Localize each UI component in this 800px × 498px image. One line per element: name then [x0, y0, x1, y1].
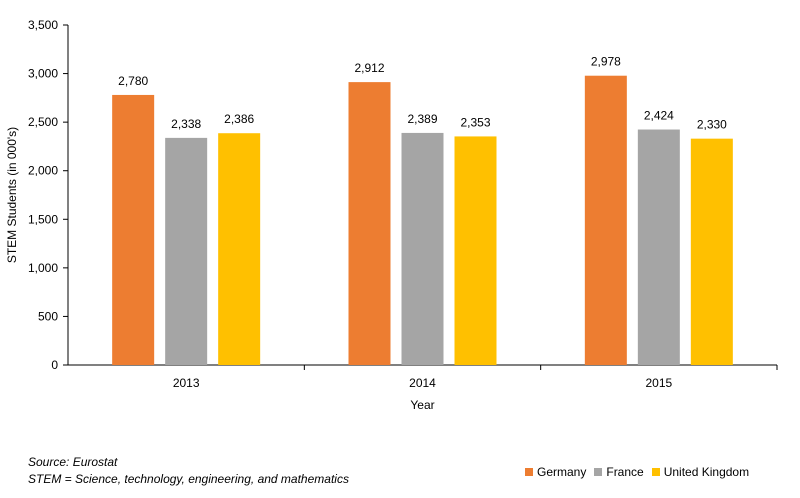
bar-germany-2015	[584, 75, 627, 366]
data-label: 2,389	[407, 112, 437, 126]
chart-data-labels: 2,780 2,338 2,386 2,912 2,389 2,353 2,978 2,424…	[118, 55, 727, 132]
bar-united-kingdom-2013	[218, 133, 261, 365]
x-tick-label: 2015	[645, 376, 672, 390]
bar-chart: 0 500 1,000 1,500 2,000 2,500 3,000 3,500 2013 20…	[5, 18, 778, 412]
bar-germany-2013	[112, 94, 155, 365]
data-label: 2,330	[697, 118, 727, 132]
y-tick-label: 1,500	[28, 212, 58, 226]
y-tick-label: 1,000	[28, 261, 58, 275]
data-label: 2,780	[118, 74, 148, 88]
bar-france-2015	[637, 129, 680, 365]
data-label: 2,338	[171, 117, 201, 131]
y-tick-label: 500	[38, 309, 58, 323]
source-note: Source: Eurostat	[28, 455, 118, 469]
bar-united-kingdom-2014	[454, 136, 497, 365]
data-label: 2,424	[644, 109, 674, 123]
y-tick-label: 0	[51, 358, 58, 372]
bar-united-kingdom-2015	[690, 138, 733, 365]
data-label: 2,912	[354, 61, 384, 75]
chart-legend: Germany France United Kingdom	[525, 465, 757, 479]
definition-note: STEM = Science, technology, engineering,…	[28, 472, 349, 486]
legend-swatch	[594, 468, 603, 476]
bar-france-2014	[401, 132, 444, 365]
legend-label: France	[606, 465, 644, 479]
bar-france-2013	[165, 137, 208, 365]
x-axis-title: Year	[410, 398, 434, 412]
legend-swatch	[651, 468, 660, 476]
chart-bars	[112, 75, 733, 366]
y-axis-title: STEM Students (in 000's)	[5, 127, 19, 263]
legend-item-germany: Germany	[525, 465, 586, 479]
y-tick-label: 3,000	[28, 67, 58, 81]
legend-label: United Kingdom	[663, 465, 750, 479]
data-label: 2,386	[224, 112, 254, 126]
x-tick-label: 2013	[173, 376, 200, 390]
legend-swatch	[525, 468, 533, 476]
x-tick-label: 2014	[409, 376, 436, 390]
y-tick-label: 3,500	[28, 18, 58, 32]
bar-germany-2014	[348, 82, 391, 366]
data-label: 2,353	[460, 115, 490, 129]
y-tick-label: 2,000	[28, 164, 58, 178]
data-label: 2,978	[591, 55, 621, 69]
chart-axes: 0 500 1,000 1,500 2,000 2,500 3,000 3,500 2013 20…	[28, 18, 778, 390]
legend-item-france: France	[594, 465, 644, 479]
legend-item-united-kingdom: United Kingdom	[651, 465, 750, 479]
y-tick-label: 2,500	[28, 115, 58, 129]
legend-label: Germany	[537, 465, 587, 479]
chart-notes: Source: Eurostat STEM = Science, technol…	[28, 454, 349, 488]
